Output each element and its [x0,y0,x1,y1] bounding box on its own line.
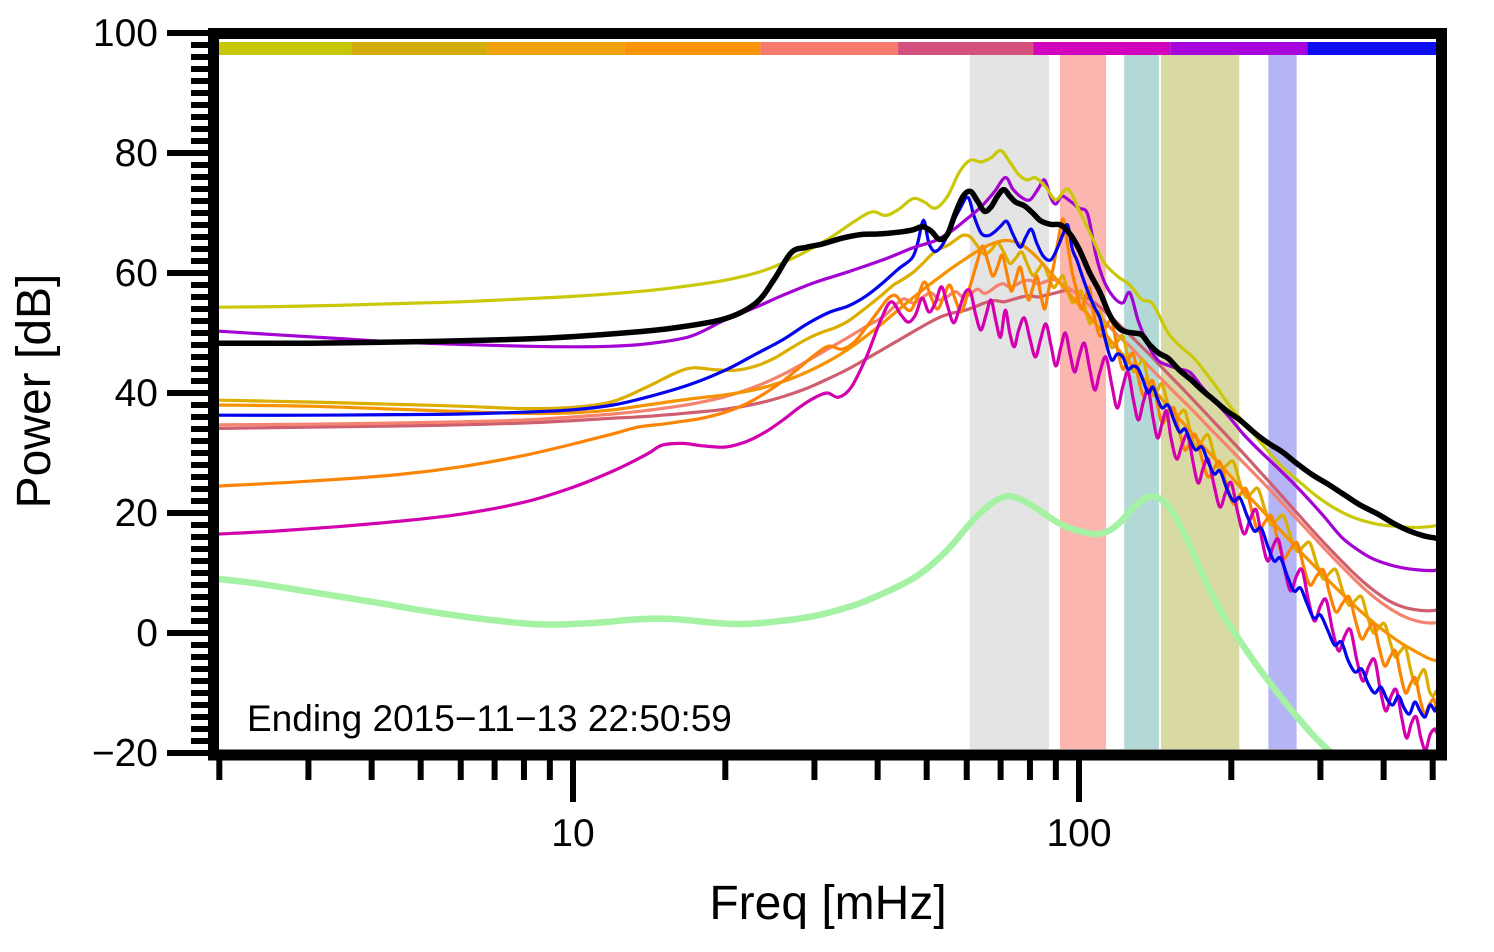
band-4 [1268,55,1297,749]
strip-segment-2 [487,42,625,55]
strip-segment-3 [624,42,761,55]
x-axis-title: Freq [mHz] [709,877,946,930]
x-tick-label: 10 [551,812,594,855]
spectra-curves [219,148,1436,750]
series-rose-curve [219,288,1436,613]
strip-segment-8 [1307,42,1437,55]
y-axis-title: Power [dB] [8,274,61,509]
series-magenta-curve [219,285,1436,750]
frequency-bands [969,55,1297,749]
series-black-curve [219,186,1436,541]
series-dark-orange-curve [219,217,1436,716]
strip-segment-1 [351,42,488,55]
strip-segment-7 [1170,42,1308,55]
y-tick-label: 20 [115,492,158,535]
band-0 [969,55,1049,749]
axis-ticks [167,30,1436,802]
y-tick-label: 80 [115,132,158,175]
plot-frame [208,28,1447,761]
y-tick-label: −20 [92,732,158,775]
series-yellow-curve [219,148,1436,530]
series-goldenrod-curve [219,233,1436,698]
y-tick-label: 100 [93,12,158,55]
strip-segment-5 [897,42,1034,55]
band-1 [1059,55,1107,749]
axis-tick-labels: −20 0 20 40 60 80 100 10 100 [92,12,1112,855]
series-pale-green-curve [219,492,1333,750]
strip-segment-4 [760,42,898,55]
series-blue-curve [219,195,1436,719]
band-2 [1124,55,1159,749]
y-tick-label: 40 [115,372,158,415]
x-tick-label: 100 [1046,812,1111,855]
ending-time-annotation: Ending 2015−11−13 22:50:59 [247,698,732,739]
strip-segment-6 [1033,42,1171,55]
strip-segment-0 [218,42,352,55]
top-color-strip [218,42,1437,55]
y-tick-label: 0 [136,612,158,655]
y-tick-label: 60 [115,252,158,295]
series-orange-curve [219,238,1436,663]
